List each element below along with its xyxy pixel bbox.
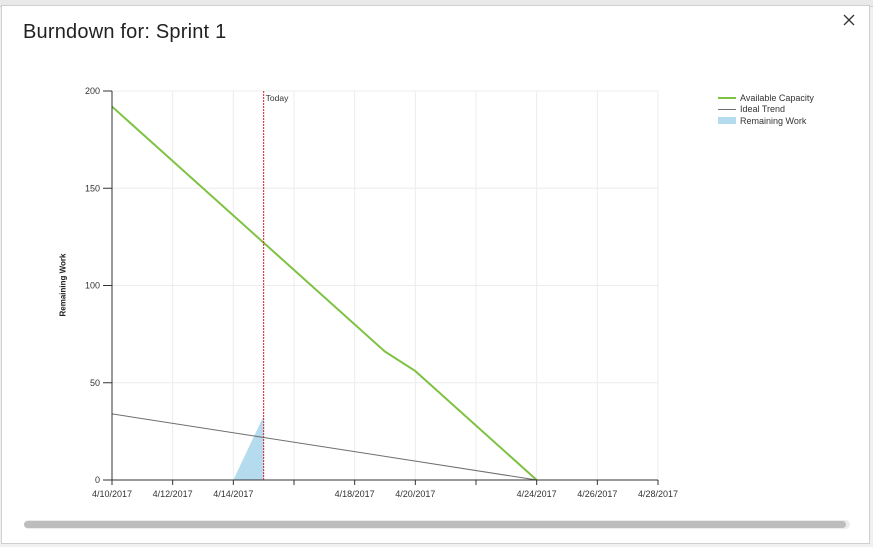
legend-swatch (718, 117, 736, 125)
x-tick-label: 4/28/2017 (638, 489, 678, 499)
available-capacity-line (111, 105, 538, 481)
x-tick-label: 4/20/2017 (395, 489, 435, 499)
x-tick-label: 4/12/2017 (153, 489, 193, 499)
scrollbar-thumb[interactable] (24, 521, 846, 528)
y-tick-label: 150 (85, 183, 100, 193)
remaining-work-area (233, 415, 264, 480)
legend-label: Available Capacity (740, 92, 814, 103)
y-axis-label: Remaining Work (58, 253, 68, 317)
today-label: Today (266, 93, 289, 103)
legend-item-ideal-trend: Ideal Trend (718, 104, 814, 116)
chart-gridlines (112, 90, 659, 480)
y-tick-label: 200 (85, 86, 100, 96)
y-tick-label: 50 (90, 378, 100, 388)
legend-swatch (718, 108, 736, 110)
x-tick-label: 4/10/2017 (92, 489, 132, 499)
chart-lines (111, 105, 538, 481)
x-tick-label: 4/26/2017 (577, 489, 617, 499)
legend-item-available-capacity: Available Capacity (718, 92, 814, 104)
close-button[interactable] (839, 10, 859, 30)
today-marker-group: Today (263, 91, 289, 480)
burndown-dialog: Burndown for: Sprint 1 (1, 5, 870, 544)
x-tick-label: 4/18/2017 (335, 489, 375, 499)
x-tick-label: 4/24/2017 (517, 489, 557, 499)
ideal-trend-line (111, 413, 537, 481)
legend-item-remaining-work: Remaining Work (718, 115, 814, 127)
chart-areas (233, 415, 264, 480)
horizontal-scrollbar[interactable] (24, 520, 850, 529)
chart-legend: Available Capacity Ideal Trend Remaining… (718, 92, 814, 127)
dialog-title: Burndown for: Sprint 1 (23, 21, 227, 43)
legend-swatch (718, 96, 736, 99)
x-tick-label: 4/14/2017 (213, 489, 253, 499)
legend-label: Remaining Work (740, 115, 807, 126)
close-icon (843, 14, 855, 26)
legend-label: Ideal Trend (740, 104, 786, 115)
y-tick-label: 100 (85, 281, 100, 291)
chart-axes: 0 50 100 150 200 4/10/2017 4/12/2017 4/14/2017 4… (85, 86, 678, 499)
y-tick-label: 0 (95, 475, 100, 485)
